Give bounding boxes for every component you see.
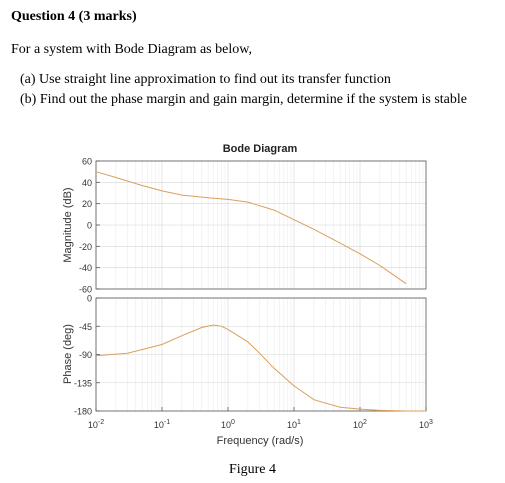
y-tick-label: -60 — [79, 285, 92, 295]
chart-title: Bode Diagram — [223, 143, 298, 155]
y-tick-label: 20 — [82, 199, 92, 209]
y-tick-label: -20 — [79, 242, 92, 252]
magnitude-series-line — [95, 171, 407, 285]
frequency-x-ticks: 10-2 10-1 100 101 102 103 — [88, 407, 433, 430]
question-part-b: (b) Find out the phase margin and gain m… — [20, 92, 468, 107]
question-title: Question 4 (3 marks) — [11, 9, 137, 24]
y-tick-label: -135 — [74, 378, 92, 388]
magnitude-grid — [95, 160, 426, 290]
y-tick-label: -180 — [74, 407, 92, 417]
phase-y-ticks: 0 -45 -90 -135 -180 — [74, 294, 100, 417]
y-tick-label: -90 — [79, 350, 92, 360]
x-tick-label: 101 — [287, 419, 301, 430]
x-tick-label: 10-1 — [154, 419, 170, 430]
question-intro: For a system with Bode Diagram as below, — [11, 42, 252, 57]
x-tick-label: 102 — [353, 419, 367, 430]
phase-series-line — [95, 324, 426, 412]
y-tick-label: -40 — [79, 263, 92, 273]
magnitude-y-axis-label: Magnitude (dB) — [62, 187, 74, 262]
y-tick-label: 60 — [82, 157, 92, 167]
y-tick-label: 0 — [87, 221, 92, 231]
y-tick-label: -45 — [79, 322, 92, 332]
y-tick-label: 40 — [82, 178, 92, 188]
x-axis-label: Frequency (rad/s) — [217, 435, 304, 447]
x-tick-label: 10-2 — [88, 419, 104, 430]
magnitude-y-ticks: 60 40 20 0 -20 -40 -60 — [79, 157, 100, 295]
x-tick-label: 100 — [221, 419, 235, 430]
question-part-a: (a) Use straight line approximation to f… — [20, 72, 391, 87]
bode-diagram: Bode Diagram 60 40 20 0 -20 -40 -60 0 -45 -90 -13… — [62, 143, 433, 447]
phase-y-axis-label: Phase (deg) — [62, 324, 74, 384]
figure-caption: Figure 4 — [228, 462, 277, 477]
x-tick-label: 103 — [419, 419, 433, 430]
y-tick-label: 0 — [87, 294, 92, 304]
